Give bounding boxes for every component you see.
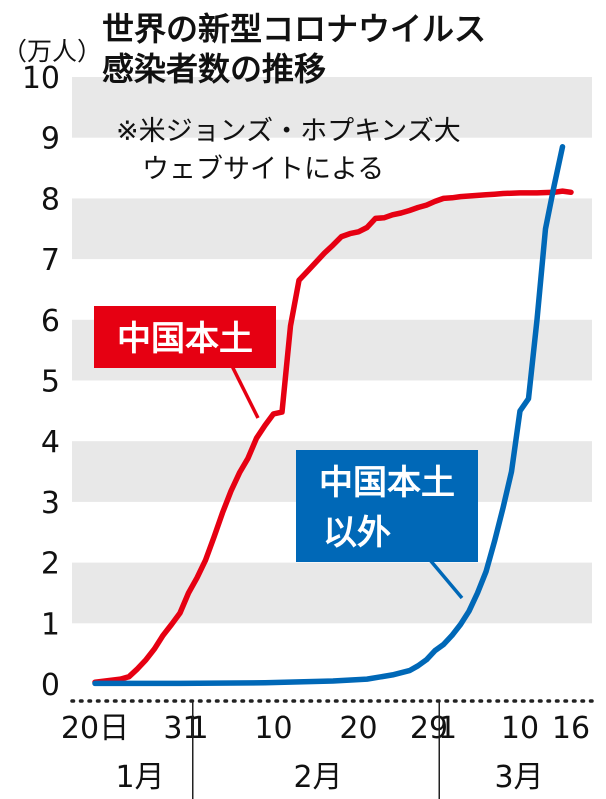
y-tick-label: 7 bbox=[41, 243, 60, 278]
y-tick-labels: 0 1 2 3 4 5 6 7 8 9 10 bbox=[22, 61, 60, 703]
series-label-outside-text-line-2: 以外 bbox=[323, 513, 391, 553]
x-tick-label: 29 bbox=[410, 711, 448, 746]
series-line-mainland bbox=[92, 188, 574, 685]
x-tick-label: 1 bbox=[189, 711, 208, 746]
source-note-line-1: ※米ジョンズ・ホプキンズ大 bbox=[116, 116, 461, 147]
series-label-mainland-box bbox=[94, 306, 276, 368]
y-tick-label: 3 bbox=[41, 486, 60, 521]
series-label-mainland: 中国本土 bbox=[94, 306, 276, 419]
series-lines bbox=[92, 144, 574, 687]
series-line-outside bbox=[92, 144, 566, 687]
y-tick-label: 5 bbox=[41, 365, 60, 400]
series-label-outside-text-line-1: 中国本土 bbox=[319, 463, 455, 503]
x-tick-label: 20日 bbox=[61, 711, 129, 746]
x-tick-label: 31 bbox=[163, 711, 201, 746]
grid-band bbox=[72, 77, 592, 138]
month-label: 3月 bbox=[494, 760, 543, 795]
y-unit-label: （万人） bbox=[2, 37, 102, 66]
chart-title-line-2: 感染者数の推移 bbox=[102, 50, 326, 88]
source-note-line-2: ウェブサイトによる bbox=[142, 154, 384, 185]
series-label-mainland-text: 中国本土 bbox=[117, 319, 253, 359]
y-tick-label: 10 bbox=[22, 61, 60, 96]
series-label-outside-box bbox=[296, 450, 478, 562]
x-tick-label: 20 bbox=[339, 711, 377, 746]
series-label-outside-pointer bbox=[428, 558, 464, 600]
y-tick-label: 9 bbox=[41, 122, 60, 157]
month-labels: 1月 2月 3月 bbox=[115, 702, 544, 799]
grid-band bbox=[72, 562, 592, 624]
y-tick-label: 2 bbox=[41, 547, 60, 582]
y-tick-label: 0 bbox=[41, 668, 60, 703]
x-tick-labels: 20日 311 10 20 291 10 16 bbox=[61, 711, 590, 746]
series-label-mainland-pointer bbox=[230, 365, 260, 419]
x-tick-label: 10 bbox=[254, 711, 292, 746]
x-tick-label: 10 bbox=[501, 711, 539, 746]
x-tick-label: 16 bbox=[552, 711, 590, 746]
series-label-outside: 中国本土 以外 bbox=[296, 450, 478, 600]
grid-band bbox=[72, 198, 592, 260]
month-label: 1月 bbox=[115, 760, 164, 795]
y-tick-label: 4 bbox=[41, 425, 60, 460]
month-label: 2月 bbox=[293, 760, 342, 795]
y-tick-label: 1 bbox=[41, 607, 60, 642]
y-tick-label: 6 bbox=[41, 304, 60, 339]
x-tick-label: 1 bbox=[438, 711, 457, 746]
y-tick-label: 8 bbox=[41, 182, 60, 217]
chart-title-line-1: 世界の新型コロナウイルス bbox=[102, 10, 486, 48]
